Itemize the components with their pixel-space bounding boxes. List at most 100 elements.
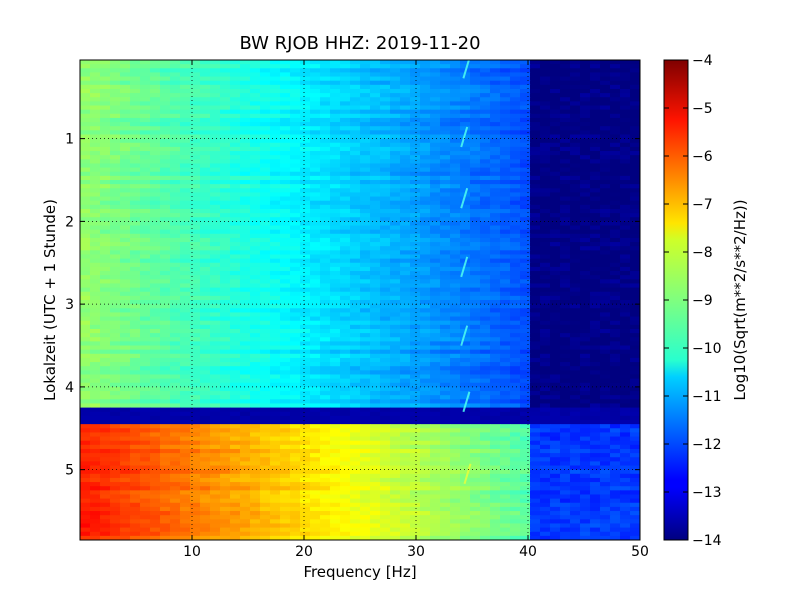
heatmap-cell [340, 72, 351, 78]
heatmap-cell [580, 378, 591, 384]
heatmap-cell [100, 171, 111, 177]
heatmap-cell [370, 88, 381, 94]
heatmap-cell [150, 312, 161, 318]
heatmap-cell [560, 217, 571, 222]
heatmap-cell [570, 72, 581, 78]
heatmap-cell [460, 84, 471, 90]
heatmap-cell [440, 167, 451, 173]
heatmap-cell [170, 395, 181, 400]
heatmap-cell [630, 159, 640, 165]
heatmap-cell [590, 80, 601, 86]
heatmap-cell [530, 370, 541, 376]
heatmap-cell [90, 279, 101, 285]
heatmap-cell [240, 200, 251, 206]
heatmap-cell [250, 300, 261, 305]
heatmap-cell [300, 146, 311, 152]
heatmap-cell [130, 233, 141, 239]
heatmap-cell [600, 221, 611, 227]
heatmap-cell [230, 366, 241, 371]
heatmap-cell [480, 328, 491, 334]
heatmap-cell [550, 126, 561, 131]
heatmap-cell [540, 266, 551, 272]
heatmap-cell [540, 275, 551, 280]
heatmap-cell [480, 242, 491, 247]
heatmap-cell [490, 337, 501, 342]
heatmap-cell [260, 208, 271, 214]
heatmap-cell [190, 275, 201, 280]
heatmap-cell [410, 122, 421, 127]
heatmap-cell [370, 366, 381, 371]
heatmap-cell [450, 76, 461, 82]
heatmap-cell [400, 101, 411, 107]
heatmap-cell [250, 262, 261, 268]
heatmap-cell [620, 93, 631, 98]
heatmap-cell [80, 266, 91, 272]
heatmap-cell [180, 180, 191, 185]
heatmap-cell [240, 134, 251, 140]
heatmap-cell [610, 374, 621, 380]
heatmap-cell [140, 415, 151, 421]
heatmap-cell [550, 233, 561, 239]
heatmap-cell [120, 312, 131, 318]
heatmap-cell [330, 188, 341, 194]
heatmap-cell [170, 233, 181, 239]
heatmap-cell [530, 101, 541, 107]
heatmap-cell [470, 208, 481, 214]
heatmap-cell [320, 279, 331, 285]
heatmap-cell [220, 312, 231, 318]
heatmap-cell [230, 262, 241, 268]
heatmap-cell [360, 254, 371, 260]
heatmap-cell [110, 316, 121, 322]
heatmap-cell [320, 258, 331, 264]
heatmap-cell [600, 175, 611, 181]
heatmap-cell [530, 200, 541, 206]
heatmap-cell [110, 167, 121, 173]
heatmap-cell [490, 93, 501, 98]
heatmap-cell [470, 366, 481, 371]
heatmap-cell [450, 382, 461, 388]
heatmap-cell [310, 424, 321, 429]
heatmap-cell [150, 237, 161, 243]
heatmap-cell [260, 113, 271, 119]
heatmap-cell [410, 217, 421, 222]
heatmap-cell [280, 295, 291, 301]
heatmap-cell [250, 283, 261, 289]
heatmap-cell [250, 366, 261, 371]
heatmap-cell [110, 204, 121, 210]
heatmap-cell [510, 254, 521, 260]
heatmap-cell [470, 287, 481, 293]
heatmap-cell [500, 217, 511, 222]
heatmap-cell [80, 262, 91, 268]
heatmap-cell [310, 138, 321, 144]
heatmap-cell [160, 370, 171, 376]
heatmap-cell [340, 155, 351, 160]
heatmap-cell [520, 291, 531, 297]
heatmap-cell [240, 283, 251, 289]
heatmap-cell [240, 175, 251, 181]
heatmap-cell [90, 333, 101, 338]
heatmap-cell [270, 254, 281, 260]
heatmap-cell [540, 242, 551, 247]
heatmap-cell [170, 250, 181, 256]
heatmap-cell [140, 72, 151, 78]
heatmap-cell [500, 233, 511, 239]
heatmap-cell [560, 254, 571, 260]
heatmap-cell [210, 287, 221, 293]
heatmap-cell [590, 60, 601, 65]
heatmap-cell [540, 374, 551, 380]
heatmap-cell [550, 146, 561, 152]
heatmap-cell [370, 275, 381, 280]
heatmap-cell [360, 68, 371, 74]
heatmap-cell [580, 80, 591, 86]
heatmap-cell [160, 225, 171, 231]
heatmap-cell [570, 88, 581, 94]
heatmap-cell [300, 138, 311, 144]
heatmap-cell [300, 68, 311, 74]
heatmap-cell [180, 345, 191, 351]
heatmap-cell [190, 304, 201, 309]
heatmap-cell [270, 345, 281, 351]
heatmap-cell [590, 188, 601, 194]
heatmap-cell [590, 97, 601, 102]
heatmap-cell [530, 283, 541, 289]
heatmap-cell [260, 386, 271, 392]
